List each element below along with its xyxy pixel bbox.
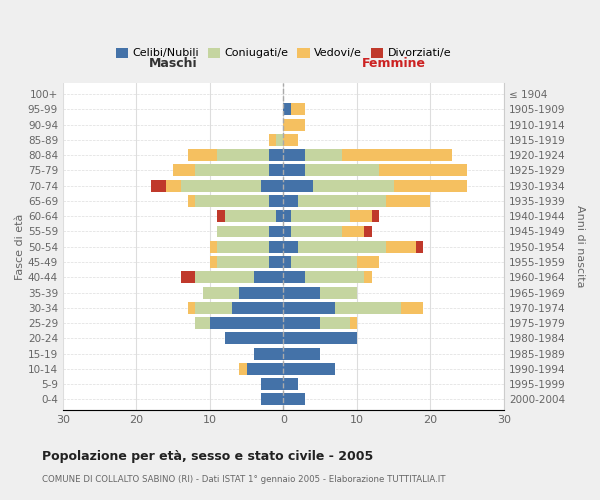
Bar	[342, 149, 452, 161]
Bar	[283, 210, 291, 222]
Bar	[342, 226, 364, 237]
Bar	[283, 332, 357, 344]
Bar	[291, 210, 350, 222]
Bar	[283, 134, 298, 146]
Bar	[217, 226, 269, 237]
Bar	[283, 118, 305, 130]
Bar	[283, 104, 291, 116]
Bar	[283, 348, 320, 360]
Text: Femmine: Femmine	[362, 58, 425, 70]
Bar	[291, 226, 342, 237]
Bar	[320, 317, 350, 329]
Bar	[298, 241, 386, 252]
Bar	[298, 195, 386, 207]
Bar	[320, 286, 357, 298]
Bar	[357, 256, 379, 268]
Bar	[269, 164, 283, 176]
Bar	[195, 317, 210, 329]
Bar	[254, 348, 283, 360]
Bar	[291, 256, 357, 268]
Legend: Celibi/Nubili, Coniugati/e, Vedovi/e, Divorziati/e: Celibi/Nubili, Coniugati/e, Vedovi/e, Di…	[111, 43, 455, 63]
Bar	[386, 241, 416, 252]
Bar	[188, 302, 195, 314]
Bar	[269, 134, 276, 146]
Bar	[283, 378, 298, 390]
Bar	[276, 210, 283, 222]
Bar	[210, 317, 283, 329]
Bar	[217, 241, 269, 252]
Bar	[283, 363, 335, 375]
Y-axis label: Fasce di età: Fasce di età	[15, 214, 25, 280]
Bar	[350, 317, 357, 329]
Y-axis label: Anni di nascita: Anni di nascita	[575, 206, 585, 288]
Bar	[181, 180, 262, 192]
Bar	[283, 286, 320, 298]
Bar	[247, 363, 283, 375]
Bar	[283, 164, 305, 176]
Bar	[379, 164, 467, 176]
Text: Popolazione per età, sesso e stato civile - 2005: Popolazione per età, sesso e stato civil…	[42, 450, 373, 463]
Bar	[283, 149, 305, 161]
Bar	[313, 180, 394, 192]
Bar	[283, 272, 305, 283]
Bar	[224, 210, 276, 222]
Bar	[195, 195, 269, 207]
Bar	[151, 180, 166, 192]
Bar	[394, 180, 467, 192]
Bar	[217, 149, 269, 161]
Bar	[195, 302, 232, 314]
Bar	[401, 302, 423, 314]
Bar	[283, 195, 298, 207]
Bar	[283, 317, 320, 329]
Bar	[305, 164, 379, 176]
Bar	[262, 394, 283, 406]
Bar	[276, 134, 283, 146]
Bar	[386, 195, 430, 207]
Bar	[364, 226, 371, 237]
Bar	[283, 256, 291, 268]
Bar	[269, 226, 283, 237]
Bar	[173, 164, 195, 176]
Bar	[283, 180, 313, 192]
Bar	[195, 164, 269, 176]
Bar	[269, 241, 283, 252]
Bar	[283, 302, 335, 314]
Bar	[305, 149, 342, 161]
Bar	[217, 256, 269, 268]
Bar	[335, 302, 401, 314]
Bar	[254, 272, 283, 283]
Bar	[269, 256, 283, 268]
Bar	[416, 241, 423, 252]
Bar	[291, 104, 305, 116]
Bar	[269, 149, 283, 161]
Bar	[262, 180, 283, 192]
Bar	[283, 394, 305, 406]
Bar	[210, 241, 217, 252]
Text: COMUNE DI COLLALTO SABINO (RI) - Dati ISTAT 1° gennaio 2005 - Elaborazione TUTTI: COMUNE DI COLLALTO SABINO (RI) - Dati IS…	[42, 475, 445, 484]
Bar	[232, 302, 283, 314]
Text: Maschi: Maschi	[149, 58, 197, 70]
Bar	[203, 286, 239, 298]
Bar	[239, 286, 283, 298]
Bar	[210, 256, 217, 268]
Bar	[283, 226, 291, 237]
Bar	[305, 272, 364, 283]
Bar	[283, 241, 298, 252]
Bar	[364, 272, 371, 283]
Bar	[239, 363, 247, 375]
Bar	[166, 180, 181, 192]
Bar	[269, 195, 283, 207]
Bar	[224, 332, 283, 344]
Bar	[181, 272, 195, 283]
Bar	[188, 195, 195, 207]
Bar	[371, 210, 379, 222]
Bar	[262, 378, 283, 390]
Bar	[195, 272, 254, 283]
Bar	[188, 149, 217, 161]
Bar	[350, 210, 371, 222]
Bar	[217, 210, 224, 222]
